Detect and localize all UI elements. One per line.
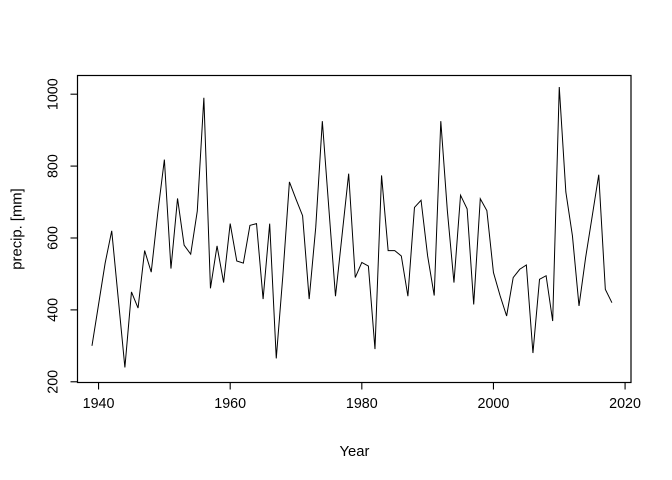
plot-border — [76, 74, 632, 384]
x-tick-label: 2020 — [609, 396, 641, 412]
x-axis-title: Year — [340, 444, 370, 460]
y-tick-label: 600 — [46, 226, 62, 250]
y-tick-label: 400 — [46, 298, 62, 322]
y-tick-label: 200 — [46, 370, 62, 394]
x-axis: 1940 1960 1980 2000 2020 — [83, 382, 641, 412]
x-tick-label: 1940 — [83, 396, 115, 412]
data-series — [91, 86, 613, 368]
y-tick-label: 800 — [46, 154, 62, 178]
y-axis-title: precip. [mm] — [10, 188, 26, 269]
precipitation-series-line — [91, 86, 613, 368]
x-tick-label: 2000 — [478, 396, 510, 412]
x-tick-label: 1960 — [214, 396, 246, 412]
y-tick-label: 1000 — [46, 78, 62, 110]
x-tick-label: 1980 — [346, 396, 378, 412]
y-axis: 200 400 600 800 1000 — [46, 78, 78, 394]
